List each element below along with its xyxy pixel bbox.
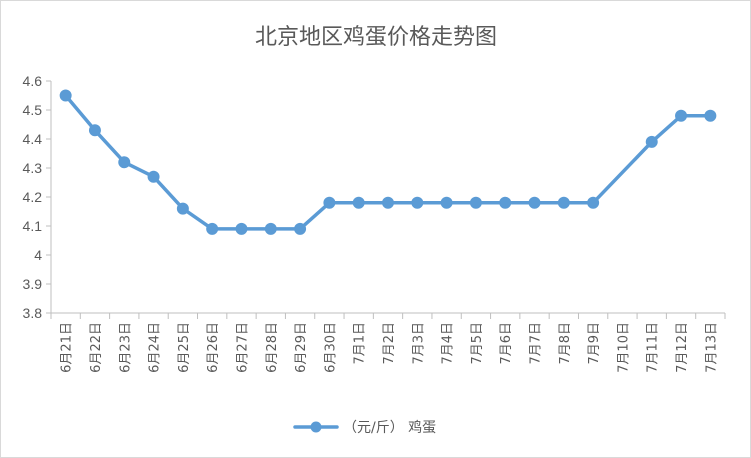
data-point	[352, 196, 365, 209]
x-tick-label: 7月6日	[499, 322, 514, 365]
x-tick-label: 6月21日	[60, 322, 75, 373]
y-tick-label: 4.1	[23, 218, 43, 234]
data-point	[206, 222, 219, 235]
x-tick-label: 7月8日	[558, 322, 573, 365]
data-point	[587, 196, 600, 209]
data-point	[59, 89, 72, 102]
x-tick-label: 7月1日	[353, 322, 368, 365]
x-tick-label: 6月30日	[323, 322, 338, 373]
x-tick-label: 7月10日	[616, 322, 631, 373]
x-tick-label: 6月25日	[177, 322, 192, 373]
x-tick-label: 6月22日	[89, 322, 104, 373]
legend: （元/斤） 鸡蛋	[293, 419, 436, 436]
data-point	[264, 222, 277, 235]
y-tick-label: 4.3	[23, 160, 43, 176]
data-point	[323, 196, 336, 209]
series-layer	[59, 89, 717, 235]
y-tick-label: 4	[34, 247, 42, 263]
data-point	[557, 196, 570, 209]
data-point	[645, 135, 658, 148]
x-tick-label: 6月23日	[118, 322, 133, 373]
data-point	[147, 170, 160, 183]
x-tick-label: 7月7日	[529, 322, 544, 365]
x-tick-label: 7月3日	[411, 322, 426, 365]
data-point	[382, 196, 394, 209]
data-point	[411, 196, 424, 209]
legend-label: （元/斤） 鸡蛋	[343, 419, 436, 436]
chart-title: 北京地区鸡蛋价格走势图	[255, 25, 497, 50]
data-point	[704, 109, 717, 122]
y-tick-label: 3.8	[23, 305, 43, 321]
x-tick-label: 7月4日	[441, 322, 456, 365]
x-tick-label: 7月9日	[587, 322, 602, 365]
data-point	[294, 222, 307, 235]
x-tick-label: 7月13日	[704, 322, 719, 373]
x-tick-label: 6月26日	[206, 322, 221, 373]
x-tick-label: 7月5日	[470, 322, 485, 365]
y-tick-label: 3.9	[23, 276, 43, 292]
x-tick-label: 7月12日	[675, 322, 690, 373]
legend-marker	[310, 421, 322, 433]
y-tick-label: 4.6	[23, 73, 43, 89]
data-point	[118, 156, 131, 169]
data-point	[235, 222, 248, 235]
series-line	[63, 93, 713, 231]
x-tick-label: 6月24日	[148, 322, 163, 373]
y-tick-label: 4.5	[23, 102, 43, 118]
data-point	[176, 202, 189, 215]
x-tick-label: 7月2日	[382, 322, 397, 365]
data-point	[528, 196, 541, 209]
data-point	[469, 196, 482, 209]
x-tick-label: 7月11日	[646, 322, 661, 373]
data-point	[88, 124, 101, 137]
data-point	[440, 196, 453, 209]
data-point	[499, 196, 512, 209]
y-tick-label: 4.4	[23, 131, 43, 147]
chart-axes: 4.6 4.5 4.4 4.3 4.2 4.1 4 3.9 3.8 6月21日 6月22日 6月23日…	[23, 73, 726, 373]
x-tick-label: 6月28日	[265, 322, 280, 373]
data-point	[675, 109, 688, 122]
x-tick-label: 6月29日	[294, 322, 309, 373]
y-tick-label: 4.2	[23, 189, 43, 205]
x-tick-label: 6月27日	[235, 322, 250, 373]
